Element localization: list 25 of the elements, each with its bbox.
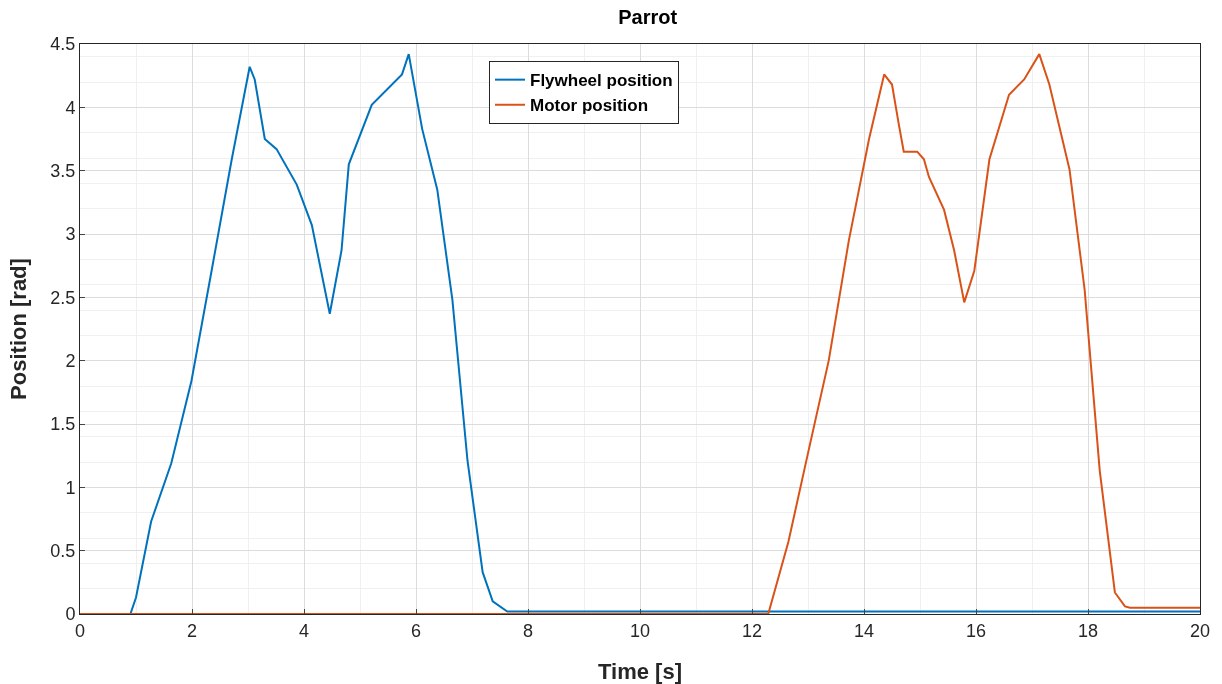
y-tick-label: 3 [65, 224, 76, 245]
x-tick-label: 6 [410, 620, 422, 641]
y-tick-label: 1 [65, 477, 76, 498]
legend-label: Motor position [530, 96, 649, 116]
x-tick-label: 2 [186, 620, 198, 641]
y-tick-label: 2.5 [50, 287, 76, 308]
x-tick-label: 8 [522, 620, 534, 641]
y-axis-title: Position [rad] [6, 258, 31, 400]
chart-title: Parrot [618, 6, 678, 29]
y-tick-label: 4 [65, 97, 76, 118]
y-tick-label: 2 [65, 350, 76, 371]
x-tick-label: 12 [741, 620, 763, 641]
y-tick-label: 1.5 [50, 414, 76, 435]
legend-label: Flywheel position [530, 71, 673, 91]
y-tick-label: 0.5 [50, 540, 76, 561]
x-tick-label: 20 [1189, 620, 1211, 641]
y-tick-label: 3.5 [50, 160, 76, 181]
y-tick-label: 4.5 [50, 34, 76, 55]
x-tick-label: 4 [298, 620, 310, 641]
y-tick-label: 0 [65, 604, 76, 625]
x-tick-label: 18 [1077, 620, 1099, 641]
x-tick-label: 10 [629, 620, 651, 641]
x-tick-label: 16 [965, 620, 987, 641]
x-tick-label: 14 [853, 620, 875, 641]
x-axis-title: Time [s] [598, 659, 682, 684]
